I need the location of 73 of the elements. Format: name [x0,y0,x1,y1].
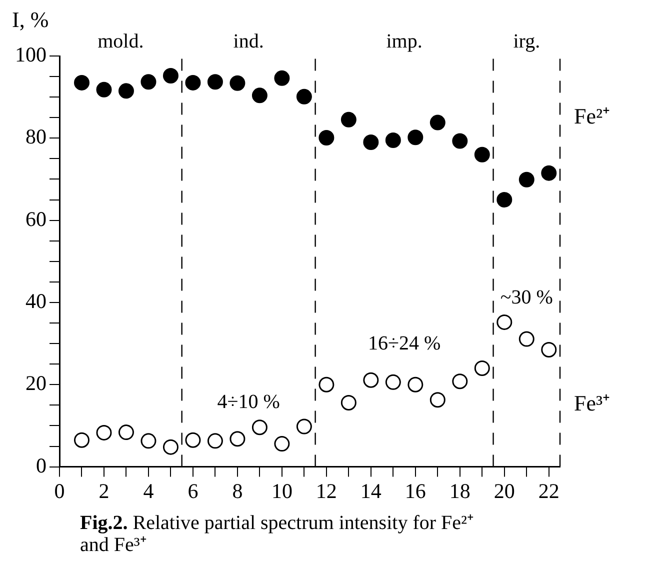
point [363,134,379,150]
point [74,74,90,90]
point [185,74,201,90]
point [452,374,468,390]
x-tick-label: 4 [143,478,154,503]
point [230,75,246,91]
point [296,418,312,434]
point [252,420,268,436]
point [340,394,356,410]
point [518,172,534,188]
x-tick-label: 22 [538,478,560,503]
point [408,130,424,146]
point [496,314,512,330]
x-tick-label: 18 [449,478,470,503]
point [140,433,156,449]
x-tick-label: 14 [360,478,382,503]
annotation: 4÷10 % [217,390,280,413]
point [430,114,446,130]
point [541,342,557,358]
text: Fe²⁺ [574,103,610,128]
point [340,112,356,128]
y-tick-label: 80 [26,124,46,149]
x-tick-label: 6 [188,478,198,503]
point [474,360,490,376]
x-tick-label: 2 [98,478,110,503]
x-tick-label: 20 [494,478,515,503]
point [318,130,334,146]
y-tick-label: 0 [36,453,46,478]
point [474,146,490,162]
point [385,132,401,148]
point [118,83,134,99]
point [185,432,201,448]
point [162,439,178,455]
point [518,331,534,347]
point [496,192,512,208]
point [318,376,334,392]
point [385,374,401,390]
y-axis-title: I, % [12,6,49,32]
point [118,424,134,440]
point [408,376,424,392]
y-tick-label: 60 [26,206,46,231]
text: ind. [233,30,264,52]
point [162,68,178,84]
point [96,82,112,98]
point [274,436,290,452]
point [96,424,112,440]
point [252,88,268,104]
annotation: ~30 % [500,286,553,308]
point [74,432,90,448]
point [230,431,246,447]
point [541,165,557,181]
point [274,70,290,86]
text: irg. [513,30,540,52]
point [296,88,312,104]
y-tick-label: 100 [15,42,46,67]
x-tick-label: 16 [404,478,426,503]
y-tick-label: 20 [26,371,46,396]
series-label: Fe³⁺ [574,390,610,416]
text: imp. [386,30,422,52]
point [207,74,223,90]
x-tick-label: 12 [316,478,337,503]
y-tick-label: 40 [26,288,46,313]
x-tick-label: 10 [271,478,292,503]
point [430,392,446,408]
point [363,372,379,388]
point [452,133,468,149]
x-tick-label: 0 [54,478,65,503]
annotation: 16÷24 % [368,332,441,354]
text: mold. [98,30,144,52]
x-tick-label: 8 [232,478,243,503]
point [207,433,223,449]
text: Fig.2. Relative partial spectrum intensity for Fe²⁺ and Fe³⁺ [80,512,476,556]
point [140,74,156,90]
